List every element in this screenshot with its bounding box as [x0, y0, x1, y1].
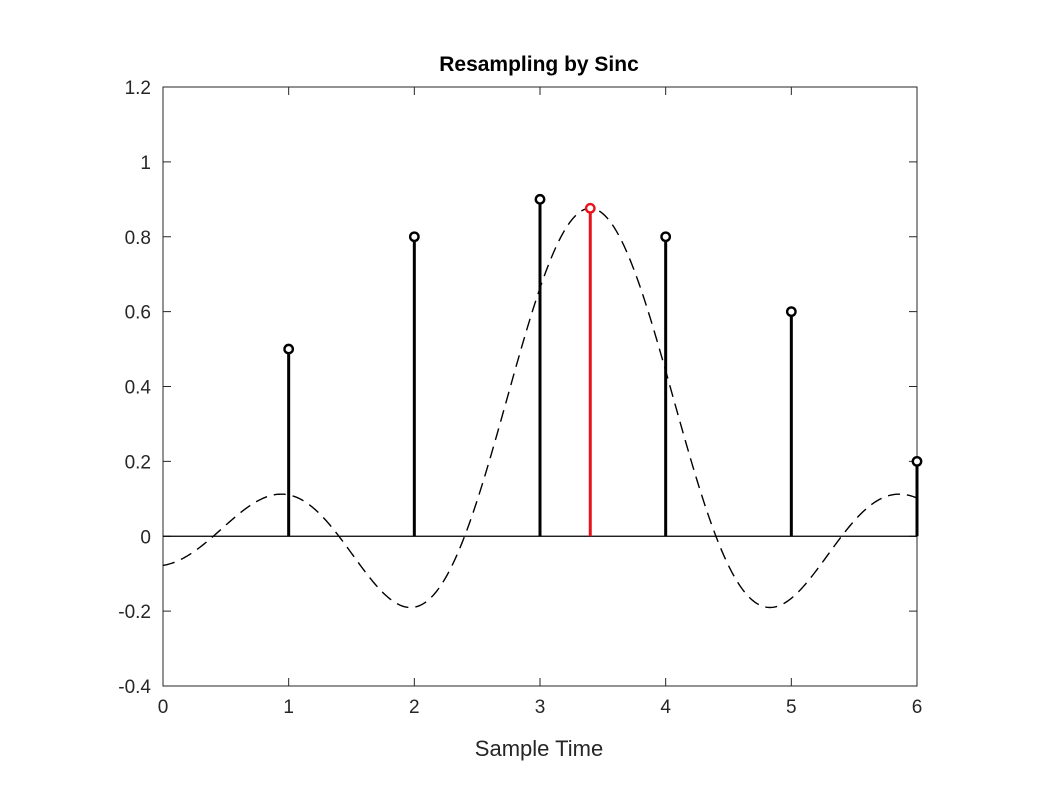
resampled-stem-marker: [584, 202, 596, 214]
y-tick-label: 1.2: [125, 78, 151, 99]
y-tick-label: -0.2: [118, 602, 151, 623]
stem-marker: [408, 231, 420, 243]
chart-title: Resampling by Sinc: [439, 53, 639, 76]
y-tick-label: 0.4: [125, 378, 152, 399]
x-tick-label: 4: [660, 697, 671, 718]
y-tick-label: 1: [140, 153, 151, 174]
stem-marker: [911, 455, 923, 467]
x-tick-label: 1: [283, 697, 294, 718]
stem-marker: [534, 193, 546, 205]
x-tick-label: 5: [786, 697, 797, 718]
y-tick-label: 0.8: [125, 228, 151, 249]
x-tick-label: 2: [409, 697, 420, 718]
y-tick-label: 0: [140, 527, 151, 548]
x-tick-label: 0: [158, 697, 169, 718]
y-tick-label: -0.4: [118, 677, 151, 698]
stem-marker: [660, 231, 672, 243]
stem-marker: [283, 343, 295, 355]
x-tick-label: 6: [912, 697, 923, 718]
y-tick-label: 0.2: [125, 452, 151, 473]
stem-marker: [785, 306, 797, 318]
x-tick-label: 3: [535, 697, 546, 718]
y-tick-label: 0.6: [125, 303, 151, 324]
x-axis-label: Sample Time: [475, 736, 603, 761]
